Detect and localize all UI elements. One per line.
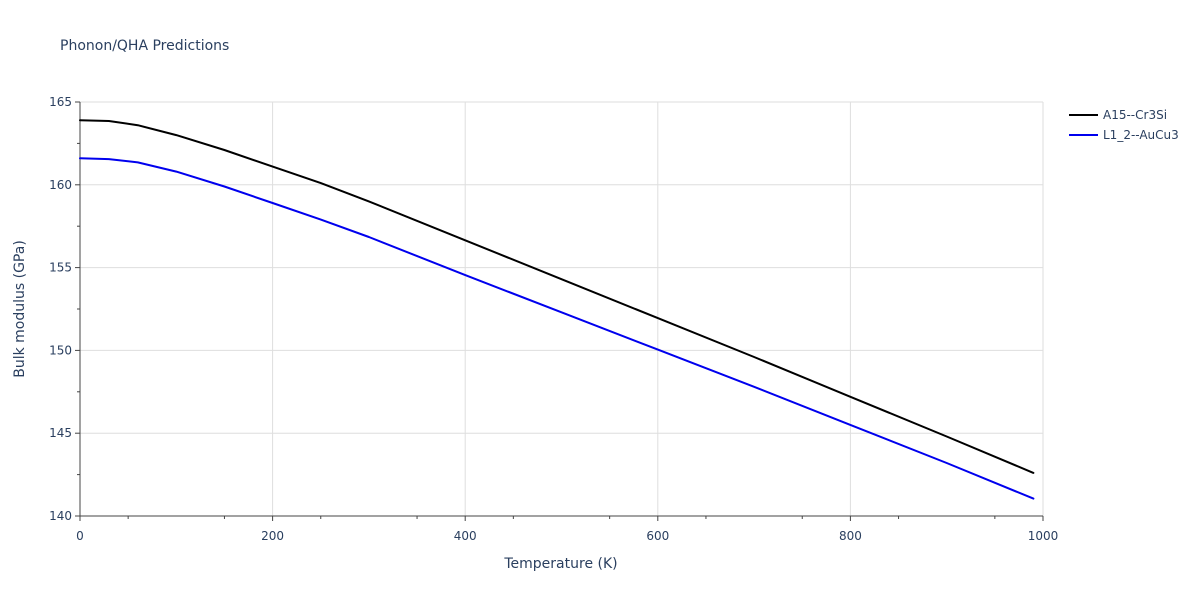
y-tick-label: 145 bbox=[49, 426, 72, 440]
y-axis-title: Bulk modulus (GPa) bbox=[12, 240, 28, 378]
series-line-1[interactable] bbox=[79, 119, 1035, 474]
y-tick-label: 165 bbox=[49, 95, 72, 109]
axes: 0 200 400 600 800 1000 140 145 150 155 160 165 bbox=[49, 95, 1058, 543]
y-tick-label: 160 bbox=[49, 178, 72, 192]
x-tick-label: 200 bbox=[261, 529, 284, 543]
plot-series bbox=[79, 119, 1035, 500]
legend-label-1[interactable]: A15--Cr3Si bbox=[1103, 108, 1167, 122]
x-tick-label: 800 bbox=[839, 529, 862, 543]
x-axis-title: Temperature (K) bbox=[503, 556, 617, 572]
y-tick-label: 155 bbox=[49, 261, 72, 275]
y-tick-label: 140 bbox=[49, 509, 72, 523]
x-tick-label: 600 bbox=[646, 529, 669, 543]
legend-label-2[interactable]: L1_2--AuCu3 bbox=[1103, 128, 1179, 142]
x-tick-label: 400 bbox=[454, 529, 477, 543]
legend: A15--Cr3Si L1_2--AuCu3 bbox=[1069, 108, 1179, 142]
grid-lines bbox=[79, 101, 1044, 517]
y-tick-label: 150 bbox=[49, 343, 72, 357]
x-tick-label: 1000 bbox=[1028, 529, 1059, 543]
chart-title: Phonon/QHA Predictions bbox=[60, 38, 229, 54]
series-line-2[interactable] bbox=[79, 157, 1035, 500]
x-tick-label: 0 bbox=[76, 529, 84, 543]
